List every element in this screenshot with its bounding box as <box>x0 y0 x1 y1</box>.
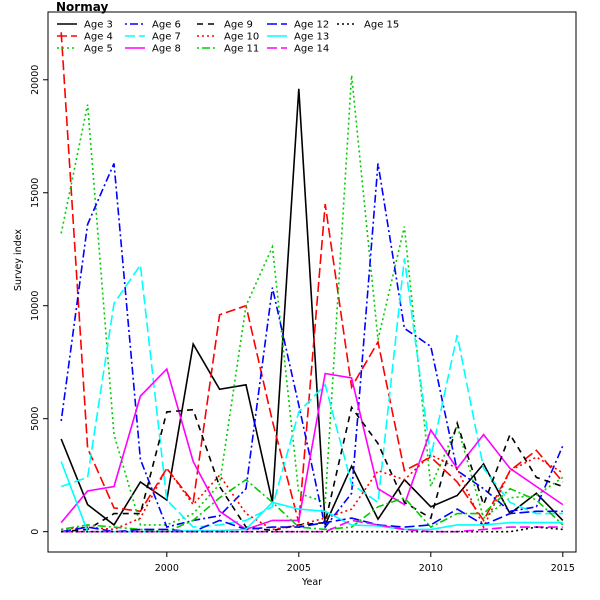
legend-label: Age 8 <box>152 44 181 55</box>
series-line-13 <box>61 526 563 533</box>
x-tick-label: 2000 <box>155 563 179 574</box>
plot-frame <box>47 11 577 553</box>
legend-label: Age 5 <box>84 44 113 55</box>
legend-label: Age 12 <box>294 20 329 31</box>
y-tick-label: 20000 <box>30 65 41 95</box>
legend-label: Age 6 <box>152 20 181 31</box>
y-axis-label: Survey index <box>13 229 24 291</box>
series-layer <box>60 32 564 533</box>
legend-label: Age 9 <box>224 20 253 31</box>
series-line-5 <box>60 258 563 528</box>
series-line-8 <box>61 453 564 531</box>
x-tick-label: 2015 <box>551 563 575 574</box>
x-tick-label: 2010 <box>419 563 443 574</box>
y-axis: 0 5000 10000 15000 20000 <box>30 65 48 535</box>
legend-label: Age 15 <box>364 20 399 31</box>
series-line-7 <box>61 405 564 533</box>
series-line-12 <box>61 519 563 533</box>
y-tick-label: 10000 <box>30 291 41 321</box>
series-line-11 <box>60 461 563 533</box>
series-line-6 <box>60 367 564 531</box>
series-line-2 <box>60 32 564 523</box>
legend-label: Age 10 <box>224 32 259 43</box>
chart-title: Normay <box>56 0 108 14</box>
y-tick-label: 15000 <box>30 178 41 208</box>
legend-label: Age 14 <box>294 44 329 55</box>
x-axis-label: Year <box>301 577 322 588</box>
series-line-10 <box>61 508 563 533</box>
legend-label: Age 7 <box>152 32 181 43</box>
legend-label: Age 11 <box>224 44 259 55</box>
series-line-1 <box>60 88 564 527</box>
legend-label: Age 3 <box>84 20 113 31</box>
y-tick-label: 0 <box>30 529 41 535</box>
series-line-4 <box>60 163 564 529</box>
y-tick-label: 5000 <box>30 407 41 431</box>
legend-label: Age 13 <box>294 32 329 43</box>
x-tick-label: 2005 <box>287 563 311 574</box>
x-axis: 2000 2005 2010 2015 <box>155 552 575 574</box>
series-line-3 <box>60 75 564 526</box>
legend-label: Age 4 <box>84 32 113 43</box>
